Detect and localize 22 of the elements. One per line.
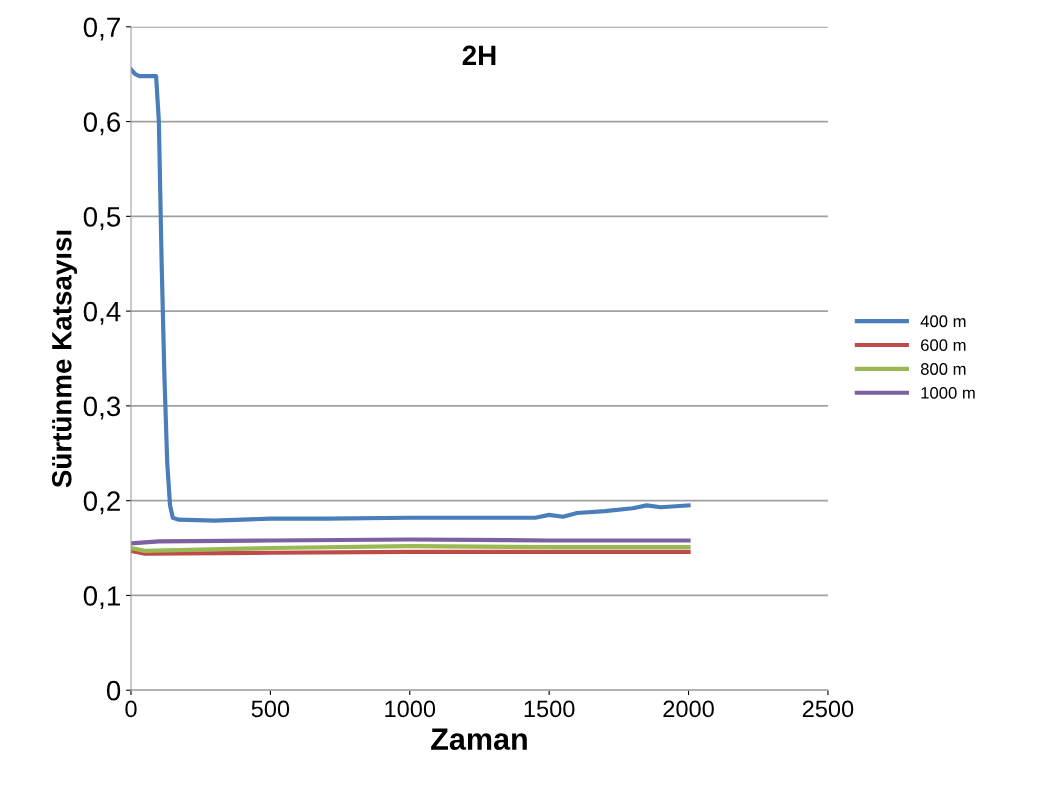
text: 2H [462, 45, 496, 65]
x-tick-label: 2500 [802, 700, 854, 718]
x-axis-title: Zaman [431, 728, 527, 750]
legend-label: 1000 m [921, 386, 975, 399]
x-tick-label: 1000 [385, 700, 436, 718]
y-tick-label: 0,5 [83, 207, 121, 230]
legend-label: 600 m [921, 339, 966, 352]
y-tick-label: 0 [106, 680, 121, 701]
y-axis-title: Sürtünme Katsayısı [51, 230, 78, 488]
y-tick-label: 0,4 [83, 301, 121, 325]
y-tick-label: 0,1 [83, 586, 120, 610]
x-tick-label: 1500 [524, 700, 575, 718]
y-tick-label: 0,2 [83, 491, 120, 515]
x-tick-label: 0 [125, 700, 137, 718]
legend-label: 400 m [920, 315, 966, 328]
line-series [131, 67, 691, 523]
y-tick-label: 0,7 [83, 17, 120, 41]
x-tick-label: 2000 [663, 700, 714, 718]
legend-label: 800 m [920, 363, 966, 375]
x-tick-label: 500 [251, 700, 290, 718]
y-tick-label: 0,3 [83, 396, 121, 420]
y-tick-label: 0,6 [83, 112, 121, 136]
